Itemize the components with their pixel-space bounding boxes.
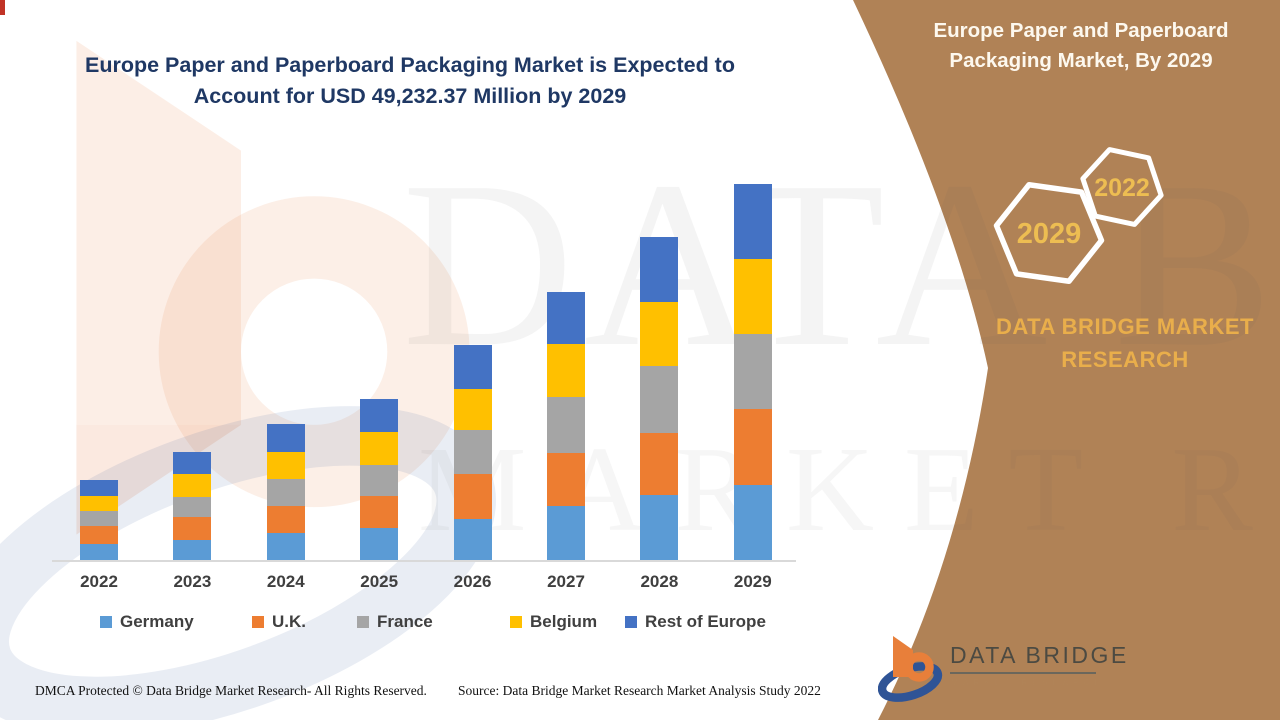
data-bridge-logo-icon [878, 636, 943, 702]
legend-item-belgium: Belgium [510, 612, 597, 632]
bar-2026 [453, 345, 492, 560]
stacked-bar-chart [0, 184, 840, 560]
x-axis-labels: 2022 2023 2024 2025 2026 2027 2028 2029 [0, 572, 840, 596]
legend-item-france: France [357, 612, 433, 632]
bar-2029 [733, 184, 772, 560]
legend-label: U.K. [272, 612, 306, 631]
chart-legend: Germany U.K. France Belgium Rest of Europe [0, 612, 840, 640]
bar-2029-segment-germany [733, 484, 772, 560]
x-axis-label-2028: 2028 [640, 572, 679, 591]
chart-title-line1: Europe Paper and Paperboard Packaging Ma… [85, 53, 735, 77]
legend-label: Germany [120, 612, 194, 631]
footer-logo-subtitle: MARKET RESEARCH [951, 677, 1105, 687]
legend-label: Rest of Europe [645, 612, 766, 631]
x-axis-label-2022: 2022 [80, 572, 118, 591]
legend-swatch-icon [252, 616, 264, 628]
bar-2028-segment-germany [640, 495, 679, 560]
bar-2022-segment-belgium [80, 496, 118, 511]
hexagon-2029 [993, 181, 1105, 285]
side-panel-title: Europe Paper and Paperboard Packaging Ma… [895, 16, 1267, 76]
legend-label: Belgium [530, 612, 598, 631]
bar-2029-segment-belgium [733, 258, 772, 335]
hexagon-year-badges: 2022 2029 [993, 147, 1164, 285]
panel-brand-line1: DATA BRIDGE MARKET [996, 314, 1254, 339]
bar-2022-segment-germany [80, 544, 118, 560]
legend-swatch-icon [357, 616, 369, 628]
legend-item-germany: Germany [100, 612, 194, 632]
bar-2022-segment-france [80, 510, 118, 527]
side-panel-title-line2: Packaging Market, By 2029 [949, 49, 1213, 72]
x-axis-label-2024: 2024 [266, 572, 305, 591]
legend-swatch-icon [625, 616, 637, 628]
chart-title-line2: Account for USD 49,232.37 Million by 202… [193, 84, 627, 108]
bar-2025 [360, 399, 399, 560]
hexagon-2022 [1080, 147, 1164, 227]
bar-2025-segment-u-k- [360, 496, 399, 529]
bar-2026-segment-u-k- [453, 474, 492, 519]
corner-accent-mark [0, 0, 5, 15]
bar-2027 [547, 291, 585, 560]
dmca-notice: DMCA Protected © Data Bridge Market Rese… [35, 683, 427, 698]
bar-2028 [640, 237, 679, 560]
bar-2023-segment-u-k- [173, 517, 212, 540]
x-axis-label-2027: 2027 [547, 572, 585, 591]
panel-brand-line2: RESEARCH [1061, 347, 1189, 372]
hexagon-2029-label: 2029 [1017, 218, 1082, 250]
footer-logo-title: DATA BRIDGE [950, 642, 1129, 668]
bar-2022-segment-u-k- [80, 526, 118, 545]
bar-2025-segment-france [360, 465, 399, 497]
bar-2025-segment-rest-of-europe [360, 399, 399, 432]
footer-logo-underline [950, 672, 1096, 674]
legend-item-rest-of-europe: Rest of Europe [625, 612, 766, 632]
bar-2029-segment-u-k- [733, 408, 772, 485]
bar-2023 [173, 452, 212, 560]
bar-2027-segment-france [547, 397, 585, 454]
bar-2024-segment-france [266, 478, 305, 506]
bar-2026-segment-rest-of-europe [453, 345, 492, 389]
bar-2024 [266, 424, 305, 560]
bar-2024-segment-rest-of-europe [266, 424, 305, 453]
chart-title: Europe Paper and Paperboard Packaging Ma… [60, 50, 760, 112]
legend-swatch-icon [510, 616, 522, 628]
bar-2025-segment-belgium [360, 431, 399, 466]
bar-2023-segment-belgium [173, 473, 212, 498]
bar-2029-segment-france [733, 334, 772, 409]
x-axis-label-2023: 2023 [173, 572, 212, 591]
x-axis-label-2026: 2026 [453, 572, 492, 591]
bar-2027-segment-belgium [547, 344, 585, 398]
bar-2027-segment-u-k- [547, 453, 585, 506]
bar-2027-segment-germany [547, 505, 585, 560]
legend-swatch-icon [100, 616, 112, 628]
x-axis-label-2029: 2029 [733, 572, 772, 591]
bar-2029-segment-rest-of-europe [733, 184, 772, 259]
bar-2025-segment-germany [360, 528, 399, 560]
bar-2023-segment-france [173, 497, 212, 518]
bar-2028-segment-france [640, 366, 679, 433]
bar-2023-segment-rest-of-europe [173, 452, 212, 474]
bar-2022 [80, 480, 118, 560]
bar-2024-segment-u-k- [266, 505, 305, 534]
side-panel-title-line1: Europe Paper and Paperboard [933, 19, 1229, 42]
legend-label: France [377, 612, 433, 631]
bar-2028-segment-rest-of-europe [640, 237, 679, 302]
x-axis-line [52, 560, 796, 562]
x-axis-label-2025: 2025 [360, 572, 399, 591]
bar-2027-segment-rest-of-europe [547, 291, 585, 345]
source-note: Source: Data Bridge Market Research Mark… [458, 683, 821, 698]
bar-2028-segment-belgium [640, 301, 679, 367]
panel-brand-wordmark: DATA BRIDGE MARKET RESEARCH [958, 310, 1280, 376]
bar-2026-segment-germany [453, 518, 492, 560]
bar-2022-segment-rest-of-europe [80, 480, 118, 497]
bar-2024-segment-germany [266, 533, 305, 560]
bar-2026-segment-belgium [453, 388, 492, 431]
bar-2024-segment-belgium [266, 452, 305, 479]
bar-2028-segment-u-k- [640, 432, 679, 496]
bar-2026-segment-france [453, 430, 492, 475]
bar-2023-segment-germany [173, 539, 212, 560]
legend-item-u-k-: U.K. [252, 612, 306, 632]
hexagon-2022-label: 2022 [1094, 174, 1150, 202]
